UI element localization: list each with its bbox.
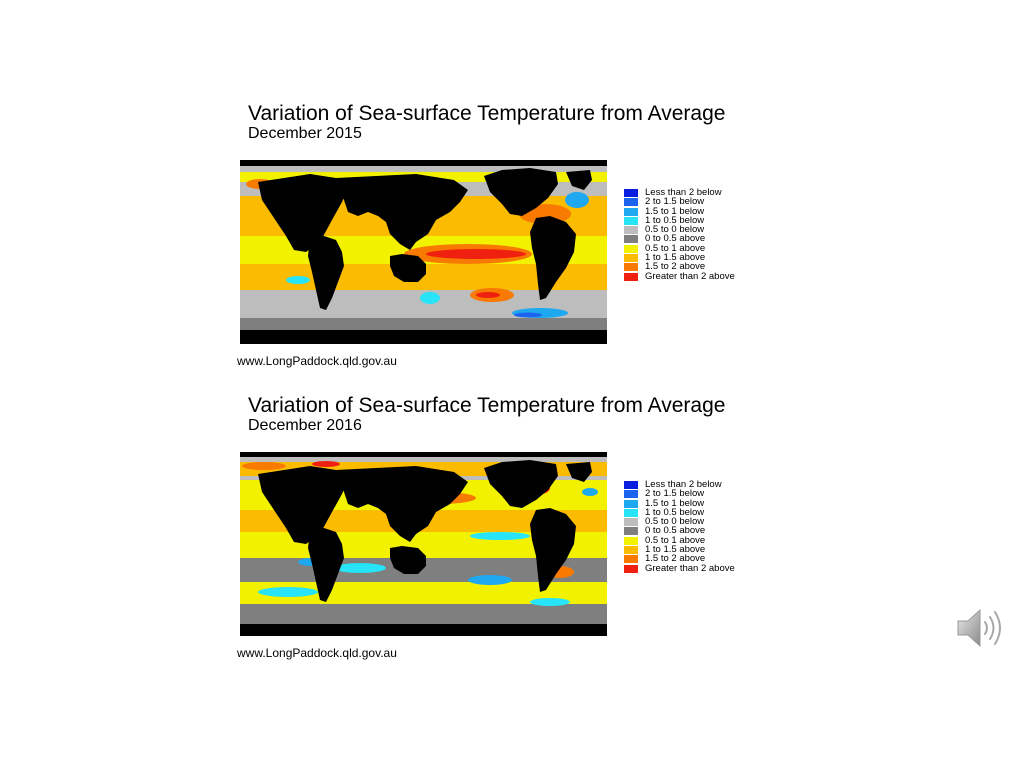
legend-swatch (624, 198, 638, 207)
legend-swatch (624, 207, 638, 216)
legend-swatch (624, 189, 638, 197)
legend-swatch (624, 490, 638, 499)
legend-swatch (624, 235, 638, 244)
source-url: www.LongPaddock.qld.gov.au (237, 646, 397, 660)
legend-swatch (624, 536, 638, 545)
legend-swatch (624, 226, 638, 235)
legend-label: 0 to 0.5 above (645, 233, 706, 245)
legend-label: 1.5 to 2 above (645, 553, 706, 565)
legend-label: 0.5 to 1 above (645, 534, 706, 546)
legend-swatch (624, 263, 638, 272)
legend-label: 2 to 1.5 below (645, 488, 705, 500)
panel-subtitle: December 2016 (248, 417, 362, 434)
legend-swatch (624, 254, 638, 263)
legend-swatch (624, 499, 638, 508)
speaker-icon[interactable] (955, 604, 1005, 652)
legend-label: Less than 2 below (645, 479, 722, 490)
legend-label: 0.5 to 0 below (645, 224, 705, 236)
legend-label: 0.5 to 0 below (645, 516, 705, 528)
legend-swatch (624, 508, 638, 517)
legend-label: 1.5 to 1 below (645, 205, 705, 217)
panel-title: Variation of Sea-surface Temperature fro… (248, 394, 726, 417)
legend-label: 1 to 0.5 below (645, 214, 705, 226)
legend-swatch (624, 244, 638, 253)
legend-swatch (624, 216, 638, 225)
legend-label: 1 to 1.5 above (645, 252, 706, 264)
legend-label: 1 to 1.5 above (645, 544, 706, 556)
panel-subtitle: December 2015 (248, 125, 362, 142)
legend-label: Greater than 2 above (645, 270, 735, 282)
legend-swatch (624, 546, 638, 555)
panel-title: Variation of Sea-surface Temperature fro… (248, 102, 726, 125)
legend-label: 1.5 to 1 below (645, 497, 705, 509)
legend-label: 1 to 0.5 below (645, 506, 705, 518)
legend-label: 1.5 to 2 above (645, 261, 706, 273)
legend-label: 2 to 1.5 below (645, 196, 705, 208)
sst-panel-2016: Variation of Sea-surface Temperature fro… (236, 394, 796, 684)
legend-swatch (624, 555, 638, 564)
legend-swatch (624, 272, 638, 281)
legend-label: 0 to 0.5 above (645, 525, 706, 537)
sst-panel-2015: Variation of Sea-surface Temperature fro… (236, 102, 796, 392)
legend-swatch (624, 518, 638, 527)
sst-anomaly-map-2016 (240, 452, 607, 636)
source-url: www.LongPaddock.qld.gov.au (237, 354, 397, 368)
legend-label: 0.5 to 1 above (645, 242, 706, 254)
sst-anomaly-map-2015 (240, 160, 607, 344)
legend-swatch (624, 527, 638, 536)
legend-label: Greater than 2 above (645, 562, 735, 574)
legend-label: Less than 2 below (645, 187, 722, 198)
legend-swatch (624, 481, 638, 489)
legend-swatch (624, 564, 638, 573)
